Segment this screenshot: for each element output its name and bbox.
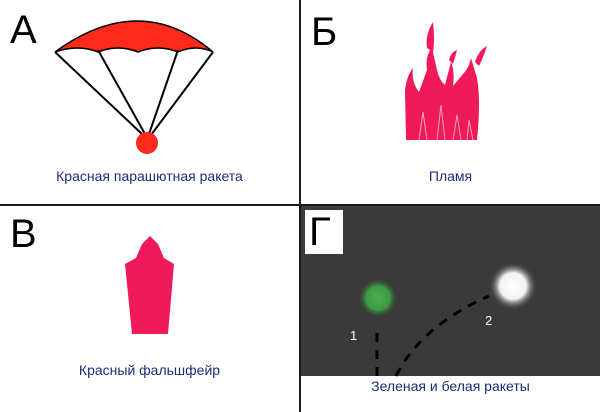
panel-letter: А [10, 8, 37, 52]
panel-letter: Б [311, 10, 338, 54]
parachute-canopy [54, 20, 214, 53]
panel-caption: Пламя [428, 168, 473, 184]
green-rocket-glow [358, 278, 398, 318]
flame-illustration [405, 22, 487, 141]
caption-strip [301, 376, 600, 412]
horizontal-divider [0, 204, 600, 206]
parachute-line [148, 49, 179, 135]
panel-letter: В [10, 212, 37, 256]
panel-red-flare: В Красный фальшфейр [0, 206, 299, 412]
panel-caption: Зеленая и белая ракеты [371, 378, 530, 394]
trail-label-2: 2 [485, 313, 493, 328]
flame-tongue [475, 46, 487, 66]
night-sky-background [301, 206, 600, 376]
flame-tongue [449, 50, 457, 64]
parachute-illustration [54, 20, 214, 154]
trail-label-1: 1 [350, 328, 358, 343]
panel-letter: Г [309, 210, 331, 254]
flare-illustration [125, 236, 174, 334]
flare-shape [125, 236, 174, 334]
flame-texture [418, 104, 474, 141]
panel-flame: Б Пламя [301, 0, 600, 204]
white-rocket-glow [489, 262, 537, 310]
parachute-line [97, 49, 146, 135]
parachute-line [150, 51, 214, 136]
rocket-2-trail [394, 294, 490, 377]
panel-green-white-rockets: Г 1 2 Зеленая и белая ракеты [301, 206, 600, 412]
panel-parachute-rocket: А Красная парашютная ракета [0, 0, 299, 204]
parachute-line [54, 51, 144, 136]
parachute-flare [136, 132, 158, 154]
flame-tongue [426, 22, 434, 52]
vertical-divider [299, 0, 301, 412]
panel-caption: Красная парашютная ракета [56, 168, 243, 184]
panel-caption: Красный фальшфейр [78, 362, 221, 378]
rockets-illustration [358, 262, 537, 377]
letter-box [305, 210, 343, 254]
